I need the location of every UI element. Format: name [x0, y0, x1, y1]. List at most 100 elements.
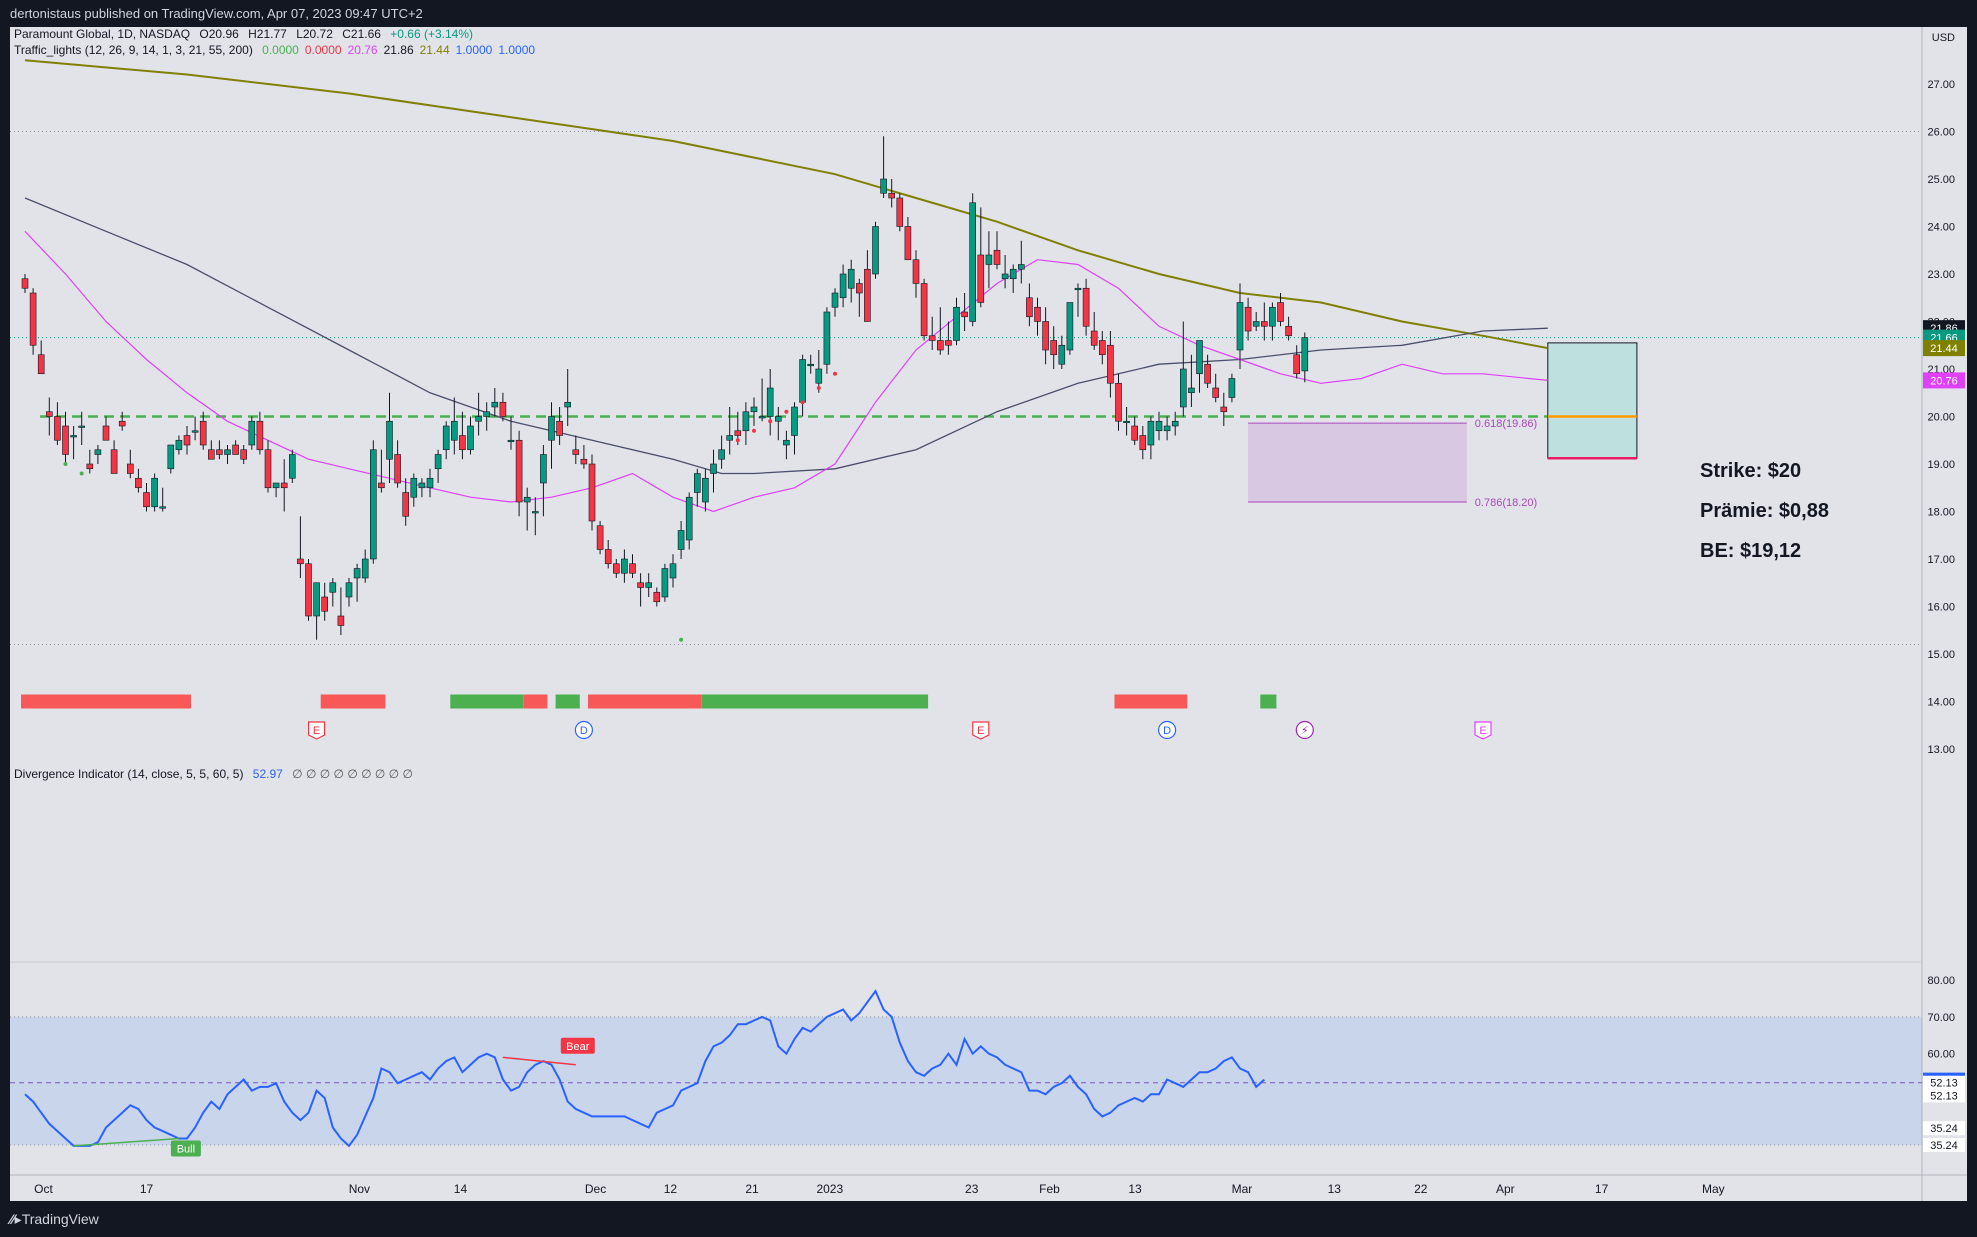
candle-body — [945, 340, 952, 346]
candle-body — [459, 435, 466, 451]
candle-body — [208, 449, 215, 460]
candle-body — [1017, 264, 1025, 270]
y-tick-label: 17.00 — [1927, 554, 1955, 566]
candle-body — [612, 563, 620, 574]
price-axis-badge-text: 20.76 — [1930, 375, 1958, 387]
indicator-value-0: 0.0000 — [262, 43, 299, 57]
candle-body — [580, 458, 588, 465]
candle-body — [272, 482, 280, 489]
candle-body — [127, 463, 134, 474]
footer-brand: TradingView — [21, 1211, 99, 1227]
candle-body — [1001, 273, 1009, 280]
tradingview-logo-icon[interactable]: ⁄⁄▸ — [10, 1211, 22, 1227]
traffic-light-bar — [21, 694, 191, 709]
traffic-light-bar — [588, 694, 702, 709]
signal-dot-green — [79, 471, 84, 476]
candle-body — [531, 511, 539, 514]
candle-body — [799, 359, 806, 403]
candle-body — [540, 454, 547, 484]
chart-area[interactable]: USD27.0026.0025.0024.0023.0022.0021.0020… — [10, 27, 1967, 1201]
osc-axis-badge — [1923, 1088, 1965, 1103]
divergence-symbols: ∅ ∅ ∅ ∅ ∅ ∅ ∅ ∅ ∅ — [292, 767, 413, 781]
ohlc-change: +0.66 (+3.14%) — [390, 27, 474, 41]
candle-body — [556, 420, 563, 436]
candle-body — [507, 439, 515, 443]
rsi-line — [24, 989, 1265, 1148]
ohlc-close: C21.66 — [342, 27, 381, 41]
symbol-legend[interactable]: Paramount Global, 1D, NASDAQ O20.96 H21.… — [14, 27, 479, 41]
x-tick-label: May — [1702, 1182, 1725, 1196]
divergence-legend[interactable]: Divergence Indicator (14, close, 5, 5, 6… — [14, 767, 419, 781]
osc-y-tick: 60.00 — [1927, 1049, 1955, 1061]
candle-body — [1180, 368, 1187, 408]
fib-label-786: 0.786(18.20) — [1475, 497, 1537, 509]
candle-body — [1212, 387, 1219, 398]
published-header: dertonistaus published on TradingView.co… — [0, 0, 1977, 27]
traffic-light-bar — [555, 694, 580, 709]
candle-body — [515, 439, 523, 503]
candle-body — [783, 439, 790, 446]
x-tick-label: 2023 — [816, 1182, 843, 1196]
candle-body — [1074, 287, 1082, 291]
premium-annotation: Prämie: $0,88 — [1700, 500, 1829, 522]
candle-body — [369, 449, 377, 560]
candle-body — [418, 482, 426, 489]
y-tick-label: 13.00 — [1927, 744, 1955, 756]
candle-body — [467, 425, 474, 451]
candle-body — [1066, 302, 1074, 351]
candle-body — [264, 449, 272, 489]
indicator-name: Traffic_lights (12, 26, 9, 14, 1, 3, 21,… — [14, 43, 253, 57]
indicator-value-3: 21.86 — [383, 43, 414, 57]
candle-body — [564, 401, 572, 408]
event-label: ⚡ — [1301, 725, 1309, 737]
candle-body — [831, 292, 839, 308]
candle-body — [70, 435, 77, 438]
candle-body — [588, 463, 596, 522]
candle-body — [1261, 321, 1268, 327]
candle-body — [993, 249, 1001, 265]
candle-body — [135, 477, 142, 489]
indicator-values: 0.0000 0.0000 20.76 21.86 21.44 1.0000 1.0000 — [262, 43, 541, 57]
candle-body — [240, 449, 247, 460]
ohlc-open: O20.96 — [199, 27, 239, 41]
osc-axis-badge — [1923, 1121, 1965, 1136]
candle-body — [702, 477, 709, 503]
candle-body — [1188, 387, 1195, 394]
candle-body — [758, 416, 766, 419]
event-label: D — [1163, 725, 1171, 737]
x-tick-label: 22 — [1414, 1182, 1428, 1196]
candle-body — [1050, 340, 1057, 356]
candle-body — [1115, 382, 1122, 422]
currency-label: USD — [1932, 32, 1955, 44]
footer-bar: ⁄⁄▸ TradingView — [0, 1201, 1977, 1237]
chart-svg[interactable]: USD27.0026.0025.0024.0023.0022.0021.0020… — [10, 27, 1967, 1201]
candle-body — [410, 477, 418, 498]
indicator-value-2: 20.76 — [347, 43, 378, 57]
ma55-line — [24, 197, 1548, 475]
candle-body — [928, 335, 936, 341]
indicator-value-4: 21.44 — [419, 43, 450, 57]
event-label: E — [977, 725, 984, 737]
traffic-light-bar — [320, 694, 386, 709]
candle-body — [823, 311, 831, 365]
x-tick-label: 14 — [454, 1182, 468, 1196]
candle-body — [815, 368, 823, 384]
earnings-icon — [308, 721, 326, 740]
candle-body — [199, 420, 207, 446]
candle-body — [280, 482, 288, 489]
signal-dot-red — [735, 438, 740, 443]
candle-body — [78, 425, 85, 428]
y-tick-label: 23.00 — [1927, 269, 1955, 281]
x-tick-label: 12 — [664, 1182, 678, 1196]
indicator-legend[interactable]: Traffic_lights (12, 26, 9, 14, 1, 3, 21,… — [14, 43, 547, 57]
candle-body — [750, 406, 758, 413]
x-tick-label: Nov — [349, 1182, 370, 1196]
candle-body — [839, 273, 847, 299]
candle-body — [402, 492, 410, 517]
y-tick-label: 25.00 — [1927, 174, 1955, 186]
x-tick-label: Mar — [1232, 1182, 1253, 1196]
candle-body — [216, 449, 223, 455]
candle-body — [345, 582, 353, 598]
candle-body — [483, 411, 491, 417]
y-tick-label: 24.00 — [1927, 222, 1955, 234]
